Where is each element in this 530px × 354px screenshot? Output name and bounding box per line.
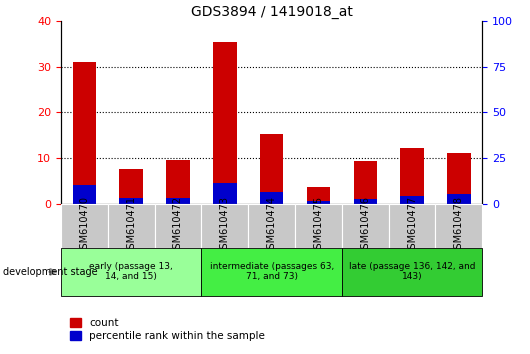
- Bar: [354, 199, 377, 204]
- Text: development stage: development stage: [3, 267, 98, 277]
- Bar: [388, 204, 436, 248]
- Bar: [61, 204, 108, 248]
- Bar: [342, 204, 388, 248]
- Text: GSM610478: GSM610478: [454, 196, 464, 255]
- Text: GSM610473: GSM610473: [220, 196, 230, 255]
- Bar: [307, 187, 330, 204]
- Bar: [119, 169, 143, 204]
- Bar: [166, 160, 190, 204]
- Bar: [213, 42, 236, 204]
- Bar: [436, 204, 482, 248]
- Bar: [155, 204, 201, 248]
- Text: early (passage 13,
14, and 15): early (passage 13, 14, and 15): [89, 262, 173, 281]
- Text: GSM610476: GSM610476: [360, 196, 370, 255]
- Text: GSM610477: GSM610477: [407, 196, 417, 255]
- Text: GSM610471: GSM610471: [126, 196, 136, 255]
- Text: late (passage 136, 142, and
143): late (passage 136, 142, and 143): [349, 262, 475, 281]
- Bar: [73, 185, 96, 204]
- Title: GDS3894 / 1419018_at: GDS3894 / 1419018_at: [191, 5, 352, 19]
- Bar: [201, 204, 248, 248]
- Bar: [166, 198, 190, 204]
- Bar: [260, 192, 284, 204]
- Bar: [307, 201, 330, 204]
- Bar: [201, 248, 342, 296]
- Bar: [400, 148, 424, 204]
- Text: GSM610474: GSM610474: [267, 196, 277, 255]
- Text: intermediate (passages 63,
71, and 73): intermediate (passages 63, 71, and 73): [209, 262, 334, 281]
- Legend: count, percentile rank within the sample: count, percentile rank within the sample: [66, 314, 269, 345]
- Bar: [73, 62, 96, 204]
- Bar: [295, 204, 342, 248]
- Bar: [248, 204, 295, 248]
- Bar: [354, 161, 377, 204]
- Text: GSM610472: GSM610472: [173, 196, 183, 255]
- Bar: [447, 153, 471, 204]
- Text: GSM610470: GSM610470: [80, 196, 90, 255]
- Text: GSM610475: GSM610475: [313, 196, 323, 255]
- Bar: [342, 248, 482, 296]
- Bar: [213, 183, 236, 204]
- Bar: [447, 194, 471, 204]
- Bar: [119, 198, 143, 204]
- Bar: [400, 196, 424, 204]
- Bar: [108, 204, 155, 248]
- Bar: [260, 134, 284, 204]
- Bar: [61, 248, 201, 296]
